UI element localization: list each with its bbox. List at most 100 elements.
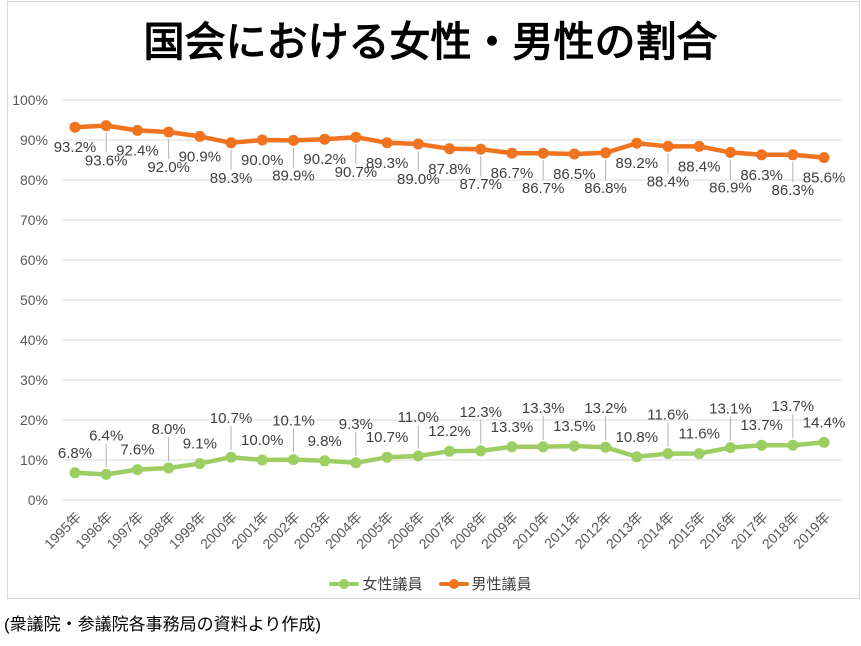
data-label: 9.8% — [308, 433, 342, 450]
data-point — [69, 467, 81, 479]
data-label: 92.0% — [147, 159, 190, 176]
male-marker-icon — [448, 578, 459, 589]
data-point — [131, 464, 143, 476]
data-label: 87.7% — [459, 176, 502, 193]
y-axis-label: 100% — [12, 92, 48, 108]
female-marker-icon — [339, 578, 350, 589]
data-label: 10.1% — [272, 413, 315, 430]
data-label: 88.4% — [678, 158, 721, 175]
data-point — [693, 140, 705, 152]
data-label: 9.3% — [339, 416, 373, 433]
data-label: 13.2% — [584, 400, 627, 417]
data-label: 89.2% — [616, 155, 659, 172]
data-label: 88.4% — [647, 173, 690, 190]
y-axis-label: 50% — [20, 292, 48, 308]
y-axis-label: 20% — [20, 412, 48, 428]
data-label: 89.3% — [210, 170, 253, 187]
data-label: 86.7% — [491, 165, 534, 182]
data-label: 11.6% — [678, 426, 719, 443]
data-point — [506, 441, 518, 453]
y-axis-label: 0% — [28, 492, 48, 508]
data-point — [631, 451, 643, 463]
data-label: 90.0% — [241, 152, 284, 169]
data-point — [568, 148, 580, 160]
data-point — [194, 458, 206, 470]
data-label: 92.4% — [116, 142, 159, 159]
legend-label-male: 男性議員 — [471, 576, 532, 593]
data-point — [600, 441, 612, 453]
data-point — [287, 134, 299, 146]
data-label: 11.0% — [398, 409, 439, 426]
data-label: 86.3% — [772, 182, 815, 199]
data-point — [537, 441, 549, 453]
data-point — [600, 147, 612, 159]
data-label: 89.9% — [272, 167, 315, 184]
data-label: 13.5% — [553, 418, 596, 435]
data-point — [818, 436, 830, 448]
data-point — [475, 143, 487, 155]
y-axis-label: 60% — [20, 252, 48, 268]
data-point — [287, 454, 299, 466]
data-label: 87.8% — [428, 161, 471, 178]
data-point — [131, 124, 143, 136]
data-label: 89.3% — [366, 155, 409, 172]
data-point — [350, 131, 362, 143]
data-label: 13.3% — [491, 419, 534, 436]
data-label: 86.9% — [709, 179, 752, 196]
data-point — [225, 451, 237, 463]
data-point — [787, 439, 799, 451]
data-label: 11.6% — [647, 407, 688, 424]
data-label: 8.0% — [152, 421, 186, 438]
data-point — [787, 149, 799, 161]
y-axis-label: 80% — [20, 172, 48, 188]
data-point — [412, 450, 424, 462]
data-point — [475, 445, 487, 457]
y-axis-label: 10% — [20, 452, 48, 468]
data-point — [412, 138, 424, 150]
data-label: 6.4% — [89, 427, 123, 444]
plot-area: 0%10%20%30%40%50%60%70%80%90%100%1995年19… — [7, 1, 860, 599]
data-label: 12.3% — [459, 404, 502, 421]
data-point — [381, 137, 393, 149]
data-label: 93.6% — [85, 153, 128, 170]
data-point — [724, 146, 736, 158]
data-point — [256, 134, 268, 146]
data-point — [225, 137, 237, 149]
y-axis-label: 90% — [20, 132, 48, 148]
data-point — [100, 120, 112, 132]
data-label: 13.7% — [772, 398, 815, 415]
data-point — [319, 455, 331, 467]
data-point — [69, 121, 81, 133]
data-point — [256, 454, 268, 466]
data-label: 6.8% — [58, 445, 92, 462]
legend-label-female: 女性議員 — [362, 576, 423, 593]
data-point — [444, 445, 456, 457]
y-axis-label: 40% — [20, 332, 48, 348]
male-series-swatch-icon — [438, 578, 469, 589]
data-label: 85.6% — [803, 170, 846, 187]
data-point — [662, 448, 674, 460]
y-axis-label: 70% — [20, 212, 48, 228]
data-point — [381, 451, 393, 463]
data-label: 13.3% — [522, 400, 565, 417]
data-label: 7.6% — [120, 442, 154, 459]
data-point — [319, 133, 331, 145]
legend-item-male: 男性議員 — [438, 573, 532, 594]
data-point — [194, 130, 206, 142]
chart-title: 国会における女性・男性の割合 — [143, 19, 718, 65]
data-point — [568, 440, 580, 452]
data-label: 9.1% — [183, 436, 217, 453]
data-label: 10.8% — [616, 429, 659, 446]
data-label: 89.0% — [397, 171, 440, 188]
data-label: 13.1% — [709, 401, 752, 418]
data-point — [537, 147, 549, 159]
data-label: 13.7% — [740, 417, 783, 434]
data-point — [818, 152, 830, 164]
data-label: 14.4% — [803, 414, 846, 431]
data-label: 12.2% — [428, 423, 471, 440]
data-point — [724, 442, 736, 454]
y-axis-label: 30% — [20, 372, 48, 388]
data-point — [100, 468, 112, 480]
data-label: 90.7% — [335, 164, 378, 181]
data-label: 10.7% — [366, 429, 409, 446]
